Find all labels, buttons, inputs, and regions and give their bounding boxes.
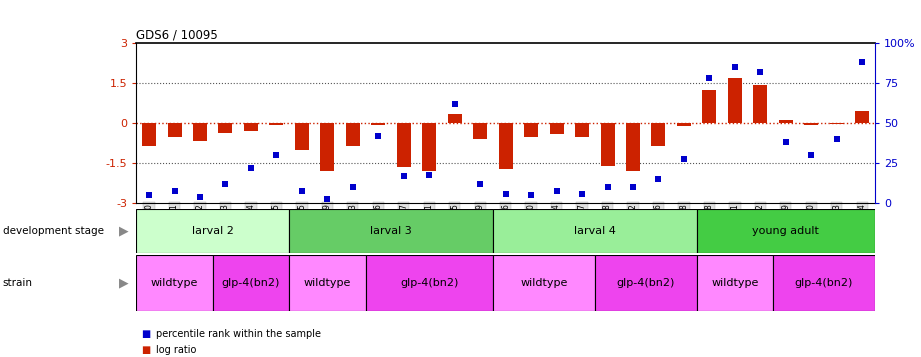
Text: glp-4(bn2): glp-4(bn2) <box>616 278 675 288</box>
Bar <box>696 255 773 311</box>
Bar <box>804 123 818 125</box>
Text: young adult: young adult <box>752 226 820 236</box>
Bar <box>345 123 360 146</box>
Text: larval 4: larval 4 <box>574 226 616 236</box>
Bar <box>595 255 696 311</box>
Bar <box>136 209 289 253</box>
Bar <box>600 123 614 166</box>
Text: ■: ■ <box>141 329 150 339</box>
Bar <box>244 123 258 131</box>
Bar <box>779 120 793 123</box>
Text: wildtype: wildtype <box>304 278 351 288</box>
Bar <box>473 123 487 139</box>
Bar <box>493 209 696 253</box>
Text: glp-4(bn2): glp-4(bn2) <box>222 278 280 288</box>
Bar <box>321 123 334 171</box>
Bar <box>213 255 289 311</box>
Text: ▶: ▶ <box>119 276 128 290</box>
Bar <box>371 123 385 125</box>
Bar <box>524 123 538 137</box>
Text: ■: ■ <box>141 345 150 355</box>
Text: larval 3: larval 3 <box>370 226 412 236</box>
Bar <box>295 123 309 150</box>
Bar <box>289 255 366 311</box>
Bar <box>136 255 213 311</box>
Bar <box>289 209 493 253</box>
Bar <box>493 255 595 311</box>
Text: wildtype: wildtype <box>151 278 198 288</box>
Bar <box>696 209 875 253</box>
Text: wildtype: wildtype <box>711 278 759 288</box>
Text: glp-4(bn2): glp-4(bn2) <box>400 278 459 288</box>
Bar <box>397 123 411 167</box>
Bar <box>550 123 564 134</box>
Bar <box>366 255 493 311</box>
Bar <box>218 123 232 132</box>
Bar <box>269 123 284 125</box>
Text: ▶: ▶ <box>119 225 128 238</box>
Bar <box>753 85 767 123</box>
Text: log ratio: log ratio <box>156 345 196 355</box>
Bar <box>448 114 461 123</box>
Text: development stage: development stage <box>3 226 104 236</box>
Text: GDS6 / 10095: GDS6 / 10095 <box>136 29 218 42</box>
Bar <box>498 123 513 169</box>
Text: larval 2: larval 2 <box>192 226 234 236</box>
Bar <box>142 123 156 146</box>
Bar <box>677 123 691 126</box>
Bar <box>830 123 844 124</box>
Bar <box>856 111 869 123</box>
Bar <box>651 123 666 146</box>
Text: wildtype: wildtype <box>520 278 567 288</box>
Bar <box>703 90 717 123</box>
Bar <box>626 123 640 171</box>
Bar <box>728 77 742 123</box>
Bar <box>773 255 875 311</box>
Bar <box>422 123 437 171</box>
Text: percentile rank within the sample: percentile rank within the sample <box>156 329 321 339</box>
Bar <box>193 123 207 141</box>
Text: strain: strain <box>3 278 33 288</box>
Text: glp-4(bn2): glp-4(bn2) <box>795 278 853 288</box>
Bar <box>168 123 181 137</box>
Bar <box>575 123 589 137</box>
